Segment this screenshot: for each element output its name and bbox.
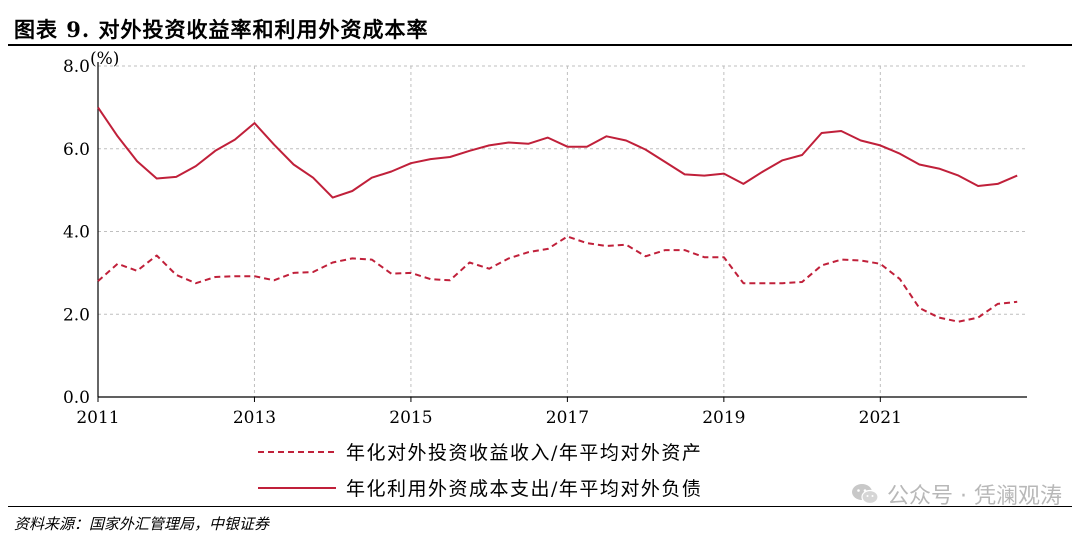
x-tick-label: 2017 [546, 408, 589, 428]
y-tick-label: 2.0 [63, 305, 90, 325]
series-layer [97, 106, 1018, 323]
x-tick-label: 2021 [859, 408, 902, 428]
grid-layer [97, 65, 1027, 397]
wechat-icon [852, 484, 879, 505]
legend-label-1: 年化对外投资收益收入/年平均对外资产 [346, 442, 702, 464]
watermark: 公众号 · 凭澜观涛 [851, 478, 1062, 510]
x-tick-label: 2013 [233, 408, 276, 428]
series-line-1 [97, 235, 1018, 323]
series-line-2 [97, 106, 1018, 199]
y-tick-label: 0.0 [63, 388, 90, 408]
x-tick-label: 2015 [389, 408, 432, 428]
figure-title: 图表 9. 对外投资收益率和利用外资成本率 [14, 17, 429, 42]
y-tick-label: 4.0 [63, 223, 90, 243]
y-tick-label: 8.0 [63, 57, 90, 77]
x-tick-label: 2011 [76, 408, 119, 428]
watermark-text: 公众号 · 凭澜观涛 [887, 484, 1062, 509]
legend-label-2: 年化利用外资成本支出/年平均对外负债 [346, 478, 702, 500]
axis-layer: 0.0 2.0 4.0 6.0 8.0 2011 2013 2015 2017 2019 2021 (… [63, 49, 1027, 428]
y-tick-label: 6.0 [63, 140, 90, 160]
source-rule [8, 506, 1072, 507]
x-tick-label: 2019 [702, 408, 745, 428]
y-axis-unit: (%) [90, 49, 119, 69]
source-note: 资料来源：国家外汇管理局，中银证券 [14, 515, 270, 533]
title-rule [8, 44, 1072, 46]
